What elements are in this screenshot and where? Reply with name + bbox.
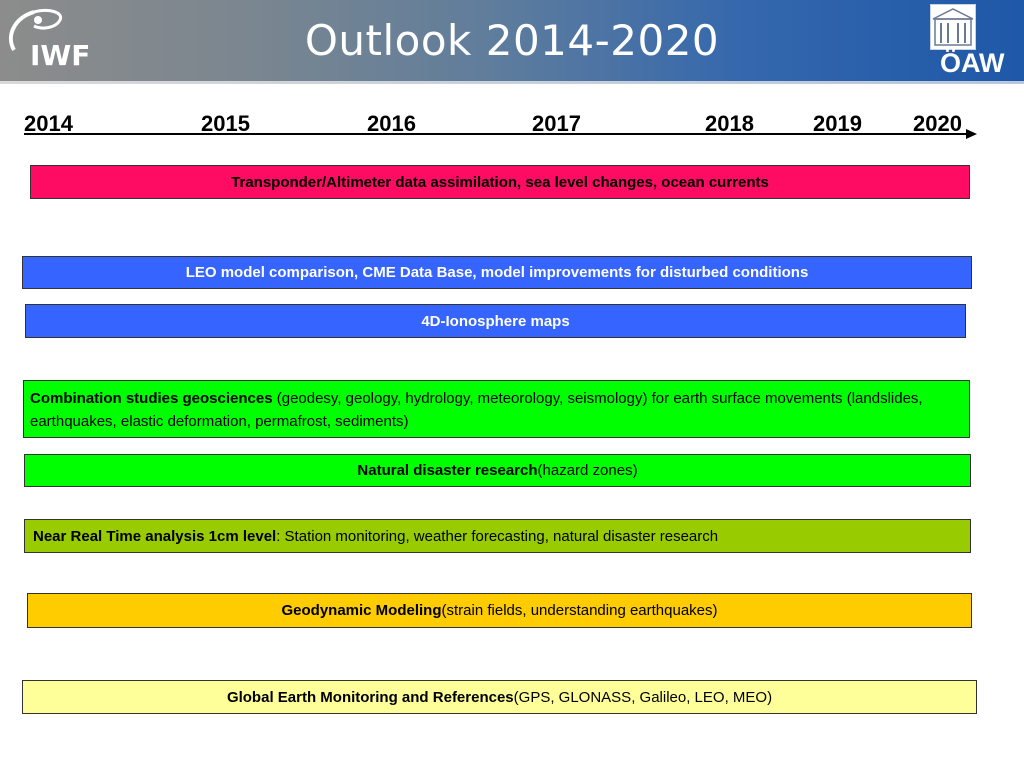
oaw-logo-text: ÖAW — [940, 48, 1005, 78]
page-title: Outlook 2014-2020 — [304, 16, 720, 65]
oaw-logo: ÖAW — [924, 2, 1024, 80]
timeline-arrow-icon — [966, 129, 977, 139]
bar-4d-ionosphere-maps: 4D-Ionosphere maps — [25, 304, 966, 338]
year-label-2015: 2015 — [201, 111, 250, 136]
bar-bold-text: Global Earth Monitoring and References — [226, 688, 514, 706]
bar-bold-text: Combination studies geosciences — [30, 390, 273, 407]
bar-bold-text: 4D-Ionosphere maps — [421, 312, 570, 330]
iwf-logo-text: IWF — [30, 39, 91, 72]
bar-text: (strain fields, understanding earthquake… — [441, 602, 718, 619]
bar-global-earth-monitoring: Global Earth Monitoring and References (… — [22, 680, 977, 714]
title-header: IWF Outlook 2014-2020 ÖAW — [0, 0, 1024, 81]
bar-text: : Station monitoring, weather forecastin… — [276, 527, 719, 545]
bar-geodynamic-modeling: Geodynamic Modeling (strain fields, unde… — [27, 593, 972, 628]
bar-bold-text: Geodynamic Modeling — [281, 602, 442, 619]
header-divider — [0, 81, 1024, 84]
bar-transponder-altimeter: Transponder/Altimeter data assimilation,… — [30, 165, 970, 199]
year-label-2019: 2019 — [813, 111, 862, 136]
year-label-2014: 2014 — [24, 111, 73, 136]
timeline-axis — [24, 133, 968, 135]
academy-building-icon — [930, 4, 976, 50]
bar-bold-text: Natural disaster research — [357, 462, 538, 479]
bar-natural-disaster-research: Natural disaster research (hazard zones) — [24, 454, 971, 487]
bar-bold-text: Near Real Time analysis 1cm level — [33, 527, 277, 545]
year-label-2018: 2018 — [705, 111, 754, 136]
bar-leo-model-comparison: LEO model comparison, CME Data Base, mod… — [22, 256, 972, 289]
bar-near-real-time-analysis: Near Real Time analysis 1cm level: Stati… — [24, 519, 971, 553]
iwf-swoosh-icon — [8, 8, 63, 51]
bar-text: (GPS, GLONASS, Galileo, LEO, MEO) — [513, 688, 773, 706]
year-label-2017: 2017 — [532, 111, 581, 136]
bar-text: (hazard zones) — [537, 462, 638, 479]
bar-combination-studies-geosciences: Combination studies geosciences (geodesy… — [23, 380, 970, 438]
year-label-2020: 2020 — [913, 111, 962, 136]
bar-text: (geodesy, geology, hydrology, meteorolog… — [30, 390, 923, 430]
year-label-2016: 2016 — [367, 111, 416, 136]
iwf-logo: IWF — [4, 6, 104, 76]
bar-bold-text: Transponder/Altimeter data assimilation,… — [231, 173, 769, 191]
bar-bold-text: LEO model comparison, CME Data Base, mod… — [185, 264, 809, 281]
